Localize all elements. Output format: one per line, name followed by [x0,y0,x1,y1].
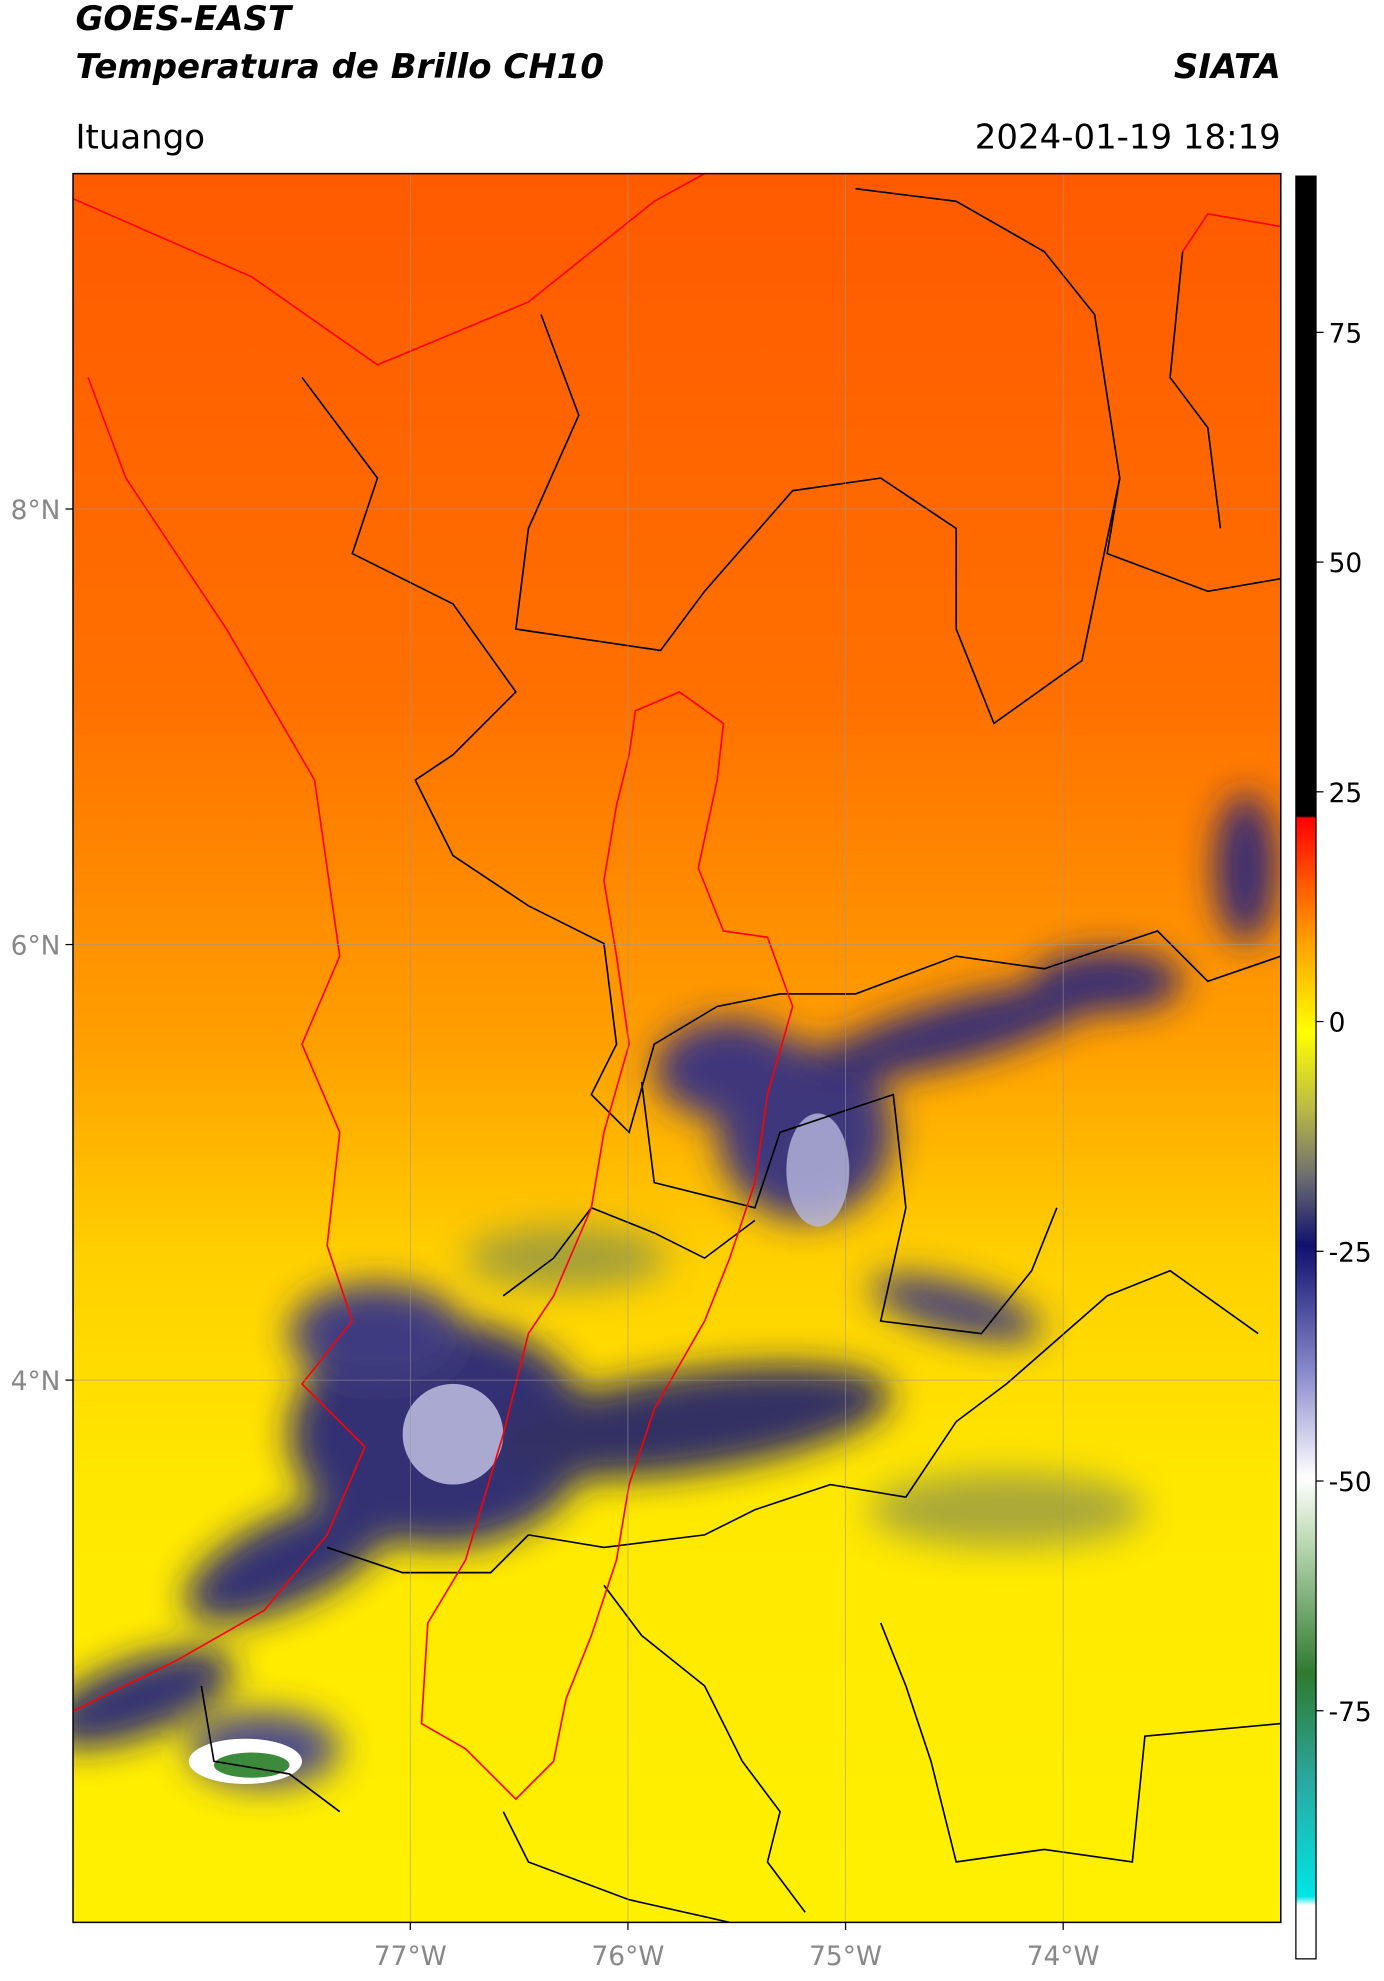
cloud-core [213,1752,290,1778]
colorbar-tick-label: 0 [1329,1008,1346,1039]
x-tick-label: 76°W [591,1941,664,1972]
colorbar-ticks: 75 50 25 0 -25 -50 -75 [1316,318,1372,1728]
colorbar-tick-label: -50 [1329,1467,1372,1498]
x-tick-label: 74°W [1027,1941,1100,1972]
colorbar-tick-label: 75 [1329,318,1363,349]
cloud-core [402,1383,504,1485]
subtitle: Temperatura de Brillo CH10 [76,47,604,87]
x-tick-label: 75°W [809,1941,882,1972]
y-tick-label: 4°N [11,1366,61,1397]
y-tick-label: 8°N [11,495,61,526]
borders [200,187,1281,1923]
y-tick-label: 6°N [11,931,61,962]
location: Ituango [76,117,206,157]
x-tick-label: 77°W [374,1941,447,1972]
cloud-core [786,1113,850,1227]
axes: 77°W 76°W 75°W 74°W 8°N 6°N 4°N [11,495,1100,1972]
colorbar [1295,175,1317,1960]
graticule [73,173,1281,1923]
colorbar-tick-label: -25 [1329,1237,1372,1268]
colorbar-tick-label: -75 [1329,1697,1372,1728]
source: SIATA [1174,47,1281,87]
map-area [73,173,1281,1923]
title: GOES-EAST [76,0,294,39]
region-outline [73,173,1281,1801]
colorbar-tick-label: 25 [1329,778,1363,809]
map-frame [72,172,1282,1924]
datetime: 2024-01-19 18:19 [975,117,1281,157]
colorbar-tick-label: 50 [1329,548,1363,579]
